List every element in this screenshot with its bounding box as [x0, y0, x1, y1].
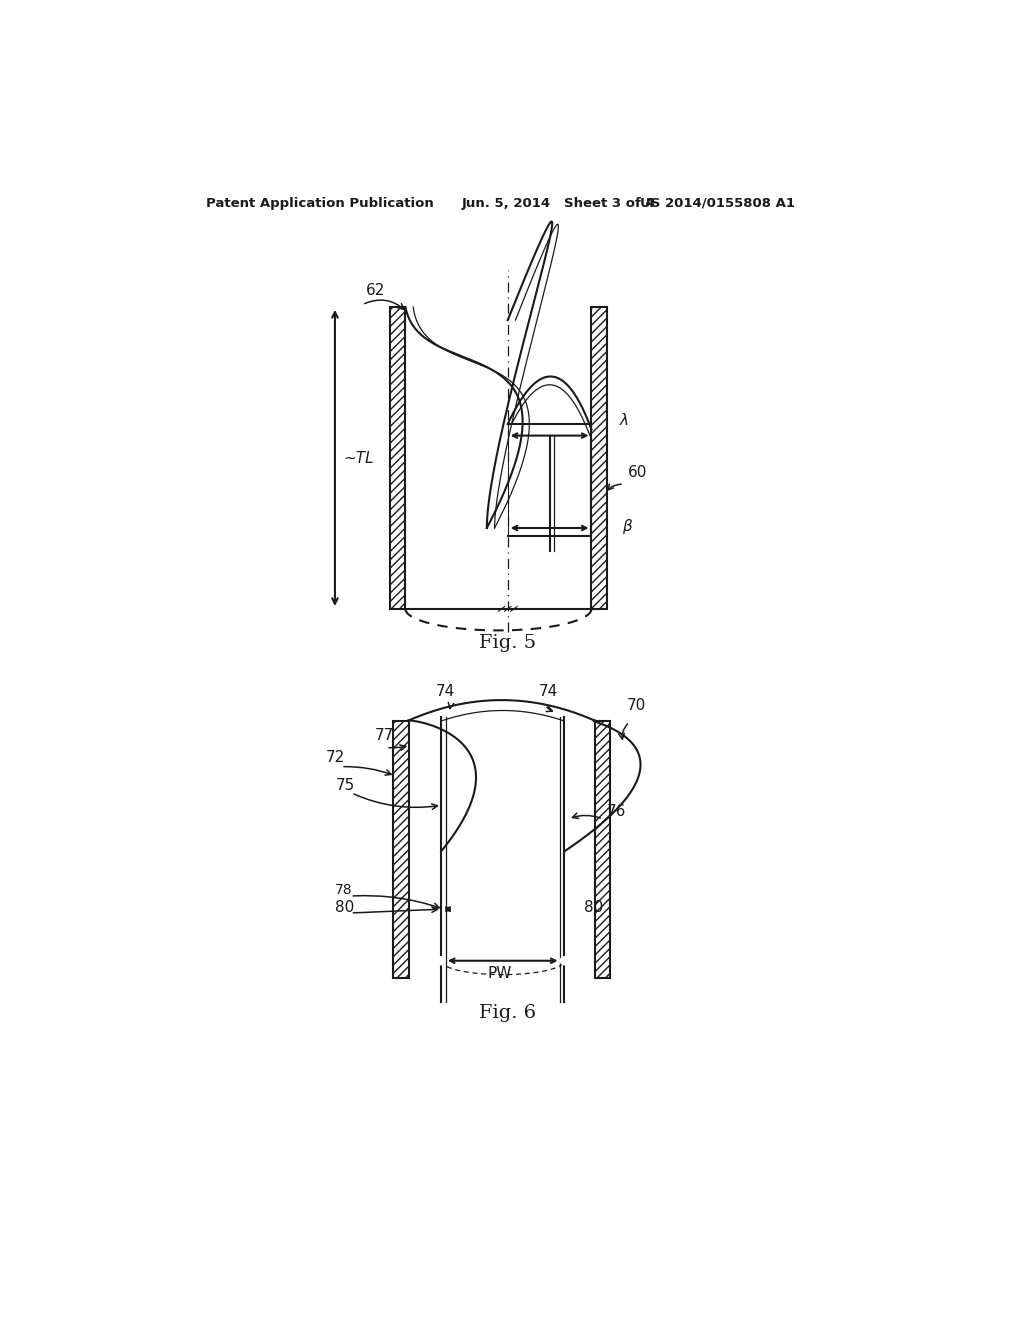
Text: Patent Application Publication: Patent Application Publication	[206, 197, 433, 210]
Text: 80: 80	[335, 900, 354, 915]
Text: 74: 74	[436, 684, 456, 698]
Text: ~TL: ~TL	[343, 451, 374, 466]
Bar	[595, 721, 610, 978]
Text: 75: 75	[336, 777, 355, 793]
Text: β: β	[623, 519, 632, 535]
Text: 77: 77	[375, 729, 393, 743]
Text: 74: 74	[540, 684, 558, 698]
Circle shape	[437, 957, 445, 965]
Text: 76: 76	[607, 804, 627, 818]
Bar	[592, 308, 607, 609]
Text: US 2014/0155808 A1: US 2014/0155808 A1	[640, 197, 795, 210]
Text: 72: 72	[326, 750, 345, 766]
Text: 70: 70	[627, 697, 646, 713]
Circle shape	[560, 957, 568, 965]
Text: 62: 62	[366, 284, 385, 298]
Bar	[390, 308, 406, 609]
Text: 78: 78	[335, 883, 352, 896]
Text: Jun. 5, 2014   Sheet 3 of 4: Jun. 5, 2014 Sheet 3 of 4	[461, 197, 655, 210]
Text: λ: λ	[621, 413, 629, 428]
Text: Fig. 6: Fig. 6	[479, 1005, 537, 1022]
Text: PW: PW	[487, 965, 512, 981]
Bar	[393, 721, 409, 978]
Text: 80: 80	[584, 900, 603, 915]
Text: Fig. 5: Fig. 5	[479, 635, 537, 652]
Text: 60: 60	[628, 465, 647, 480]
